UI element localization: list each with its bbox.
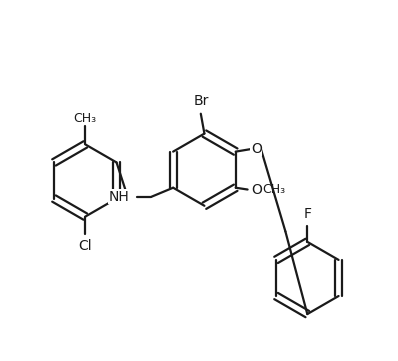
Text: O: O (251, 183, 262, 196)
Text: NH: NH (109, 190, 130, 204)
Text: O: O (251, 142, 262, 156)
Text: CH₃: CH₃ (74, 112, 97, 125)
Text: Cl: Cl (78, 239, 92, 253)
Text: F: F (303, 207, 311, 221)
Text: CH₃: CH₃ (262, 183, 285, 196)
Text: Br: Br (193, 94, 209, 108)
